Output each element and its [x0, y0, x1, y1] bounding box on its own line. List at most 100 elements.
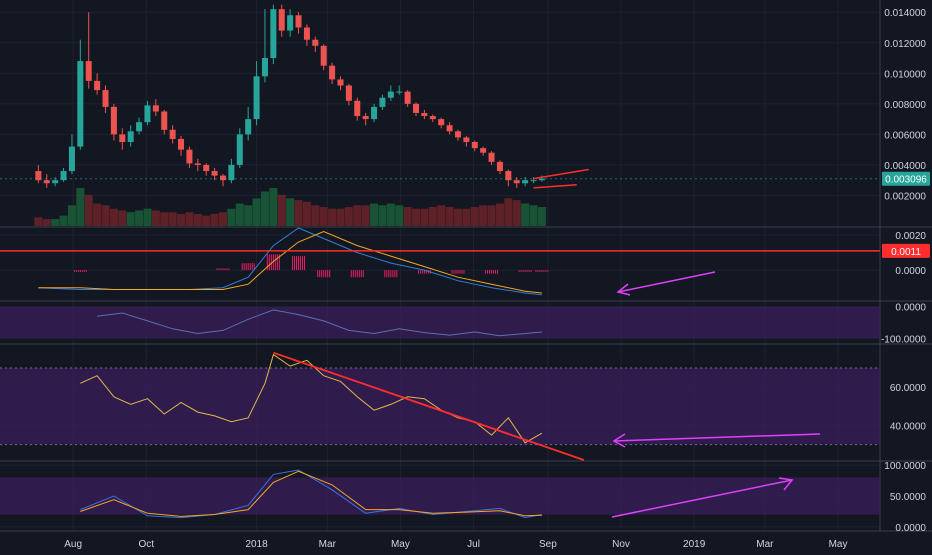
volume-bar — [118, 210, 127, 226]
axes: 0.014000 0.012000 0.010000 0.008000 0.006000… — [64, 8, 926, 550]
candle-body — [102, 90, 109, 107]
candle-body — [446, 125, 453, 132]
candle-body — [245, 119, 252, 135]
y-tick-label: 0.002000 — [884, 191, 926, 202]
y-tick-label: 0.012000 — [884, 39, 926, 50]
volume-bar — [445, 207, 454, 226]
macd-arrow-head — [616, 283, 631, 296]
candle-body — [429, 116, 436, 120]
volume-bar — [361, 205, 370, 226]
volume-bar — [453, 208, 462, 226]
candle-body — [496, 161, 503, 172]
volume-bar — [84, 194, 93, 226]
candle-body — [77, 61, 84, 147]
y-tick-label: 0.008000 — [884, 100, 926, 111]
candle-body — [52, 180, 59, 184]
candle-body — [329, 65, 336, 80]
y-tick-label: 50.0000 — [890, 492, 927, 503]
x-tick-label: 2019 — [683, 539, 706, 550]
candle-body — [178, 138, 185, 150]
volume-bar — [59, 215, 68, 226]
candle-body — [471, 142, 478, 149]
candle-body — [513, 180, 520, 184]
volume-bar — [437, 205, 446, 226]
annotations — [0, 168, 880, 518]
candle-body — [236, 134, 243, 165]
volume-bar — [286, 198, 295, 226]
x-tick-label: Mar — [319, 539, 337, 550]
volume-bar — [42, 219, 51, 226]
candle-body — [161, 111, 168, 130]
y-tick-label: 0.0020 — [895, 231, 926, 242]
volume-bar — [302, 201, 311, 226]
last-price-badge — [882, 171, 930, 186]
volume-bar — [177, 213, 186, 226]
y-tick-label: 100.0000 — [884, 461, 926, 472]
grid-layer — [0, 0, 880, 530]
volume-bar — [412, 208, 421, 226]
volume-bar — [252, 198, 261, 226]
volume-bar — [193, 213, 202, 226]
volume-bar — [495, 203, 504, 226]
volume-bar — [537, 207, 546, 226]
volume-bar — [344, 207, 353, 226]
candle-body — [127, 131, 134, 143]
volume-bar — [101, 205, 110, 226]
volume-bar — [76, 188, 85, 226]
volume-bar — [370, 203, 379, 226]
level-label: 0.0011 — [891, 247, 921, 258]
candle-body — [35, 171, 42, 181]
stoch-arrow-head — [778, 477, 794, 491]
volume-bar — [353, 205, 362, 226]
pane-separators — [0, 0, 932, 532]
stoch-band — [0, 477, 880, 515]
stoch-arrow-shaft — [611, 479, 793, 518]
volume-bar — [462, 208, 471, 226]
x-tick-label: Aug — [64, 539, 82, 550]
cci-line — [97, 309, 542, 337]
volume-bar — [311, 205, 320, 226]
volume-bar — [151, 210, 160, 226]
rsi-band — [0, 368, 880, 445]
volume-bar — [529, 205, 538, 226]
candle-body — [270, 9, 277, 59]
price-pane — [0, 4, 880, 226]
candle-body — [379, 97, 386, 107]
x-tick-label: Nov — [612, 539, 630, 550]
x-tick-label: Jul — [467, 539, 480, 550]
volume-bar — [386, 203, 395, 226]
candle-body — [303, 27, 310, 40]
volume-bar — [202, 215, 211, 226]
candle-body — [362, 116, 369, 120]
candle-body — [538, 178, 545, 181]
volume-bar — [504, 198, 513, 226]
volume-bar — [487, 205, 496, 226]
volume-bar — [93, 203, 102, 226]
candle-body — [219, 175, 226, 181]
candle-body — [261, 58, 268, 77]
candle-body — [278, 9, 285, 31]
candle-body — [94, 80, 101, 91]
macd-line — [38, 227, 542, 296]
stoch-pane — [0, 469, 880, 519]
volume-bar — [336, 208, 345, 226]
candle-body — [404, 91, 411, 104]
last-price-label: 0.003096 — [885, 175, 927, 186]
candle-body — [421, 113, 428, 117]
candle-body — [203, 164, 210, 172]
rsi-trendline — [273, 351, 585, 461]
y-tick-label: 0.014000 — [884, 8, 926, 19]
volume-bar — [395, 205, 404, 226]
candle-body — [186, 149, 193, 164]
price-badges: 0.003096 0.0011 — [882, 171, 930, 258]
candle-body — [194, 163, 201, 165]
y-tick-label: 0.0000 — [895, 303, 926, 314]
candle-body — [463, 137, 470, 143]
candle-body — [119, 134, 126, 143]
y-tick-label: 0.010000 — [884, 69, 926, 80]
candle-body — [287, 15, 294, 31]
candle-body — [110, 106, 117, 135]
macd-pane — [38, 227, 549, 296]
candle-body — [144, 105, 151, 123]
